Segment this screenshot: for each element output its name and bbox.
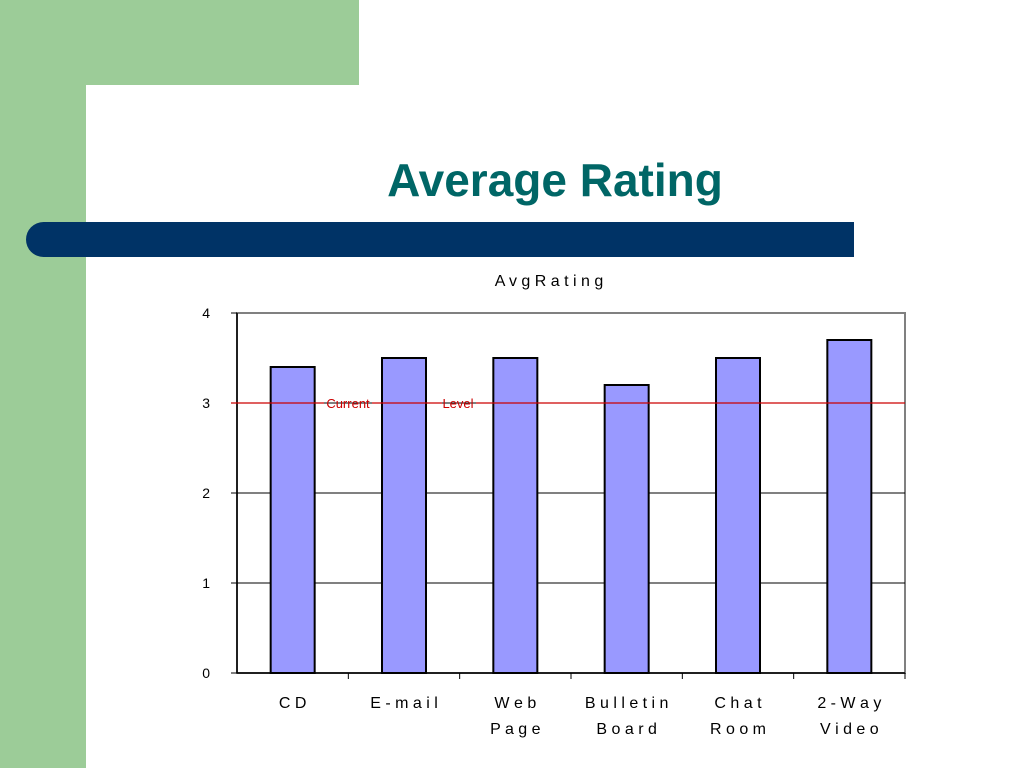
x-tick-label: 2 - W a y (817, 695, 881, 712)
title-underline-bar (26, 222, 854, 257)
x-tick-label: C D (279, 695, 307, 712)
reference-line-label: Current (326, 396, 370, 411)
y-tick-label: 2 (202, 485, 210, 501)
y-tick-label: 1 (202, 575, 210, 591)
x-tick-label: R o o m (710, 721, 766, 738)
bar (381, 357, 427, 674)
bar (715, 357, 761, 674)
bar (603, 384, 650, 674)
x-tick-label: B u l l e t i n (585, 695, 669, 712)
x-tick-label: W e b (494, 695, 536, 712)
x-tick-label: P a g e (490, 721, 541, 738)
bar (826, 339, 873, 674)
x-tick-label: C h a t (714, 695, 762, 712)
chart-title: A v g R a t i n g (495, 273, 604, 290)
x-tick-label: V i d e o (820, 721, 879, 738)
y-tick-label: 4 (202, 305, 210, 321)
y-tick-label: 0 (202, 665, 210, 681)
y-tick-label: 3 (202, 395, 210, 411)
slide-title: Average Rating (387, 154, 723, 206)
x-tick-label: B o a r d (596, 721, 656, 738)
reference-line-label: Level (442, 396, 473, 411)
bar (269, 366, 316, 674)
x-tick-label: E - m a i l (370, 695, 438, 712)
bar (492, 357, 539, 674)
green-left-accent (0, 0, 86, 768)
